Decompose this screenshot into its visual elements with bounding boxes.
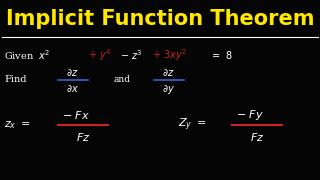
Text: and: and <box>114 75 131 84</box>
Text: $-\ z^3$: $-\ z^3$ <box>120 48 143 62</box>
Text: $-\ Fy$: $-\ Fy$ <box>236 108 264 122</box>
Text: $+\ 3xy^2$: $+\ 3xy^2$ <box>152 47 187 63</box>
Text: $Z_y\ =$: $Z_y\ =$ <box>178 117 207 133</box>
Text: $Fz$: $Fz$ <box>250 131 264 143</box>
Text: Implicit Function Theorem: Implicit Function Theorem <box>6 9 314 29</box>
Text: $\partial z$: $\partial z$ <box>162 68 174 78</box>
Text: $\partial x$: $\partial x$ <box>66 84 78 95</box>
Text: $\partial z$: $\partial z$ <box>66 68 78 78</box>
Text: $Fz$: $Fz$ <box>76 131 90 143</box>
Text: $=\ 8$: $=\ 8$ <box>210 49 233 61</box>
Text: Given  $x^2$: Given $x^2$ <box>4 48 51 62</box>
Text: Find: Find <box>4 75 27 84</box>
Text: $+\ y^4$: $+\ y^4$ <box>88 47 112 63</box>
Text: $z_x\ =$: $z_x\ =$ <box>4 119 31 131</box>
Text: $-\ Fx$: $-\ Fx$ <box>62 109 90 121</box>
Text: $\partial y$: $\partial y$ <box>162 82 174 96</box>
